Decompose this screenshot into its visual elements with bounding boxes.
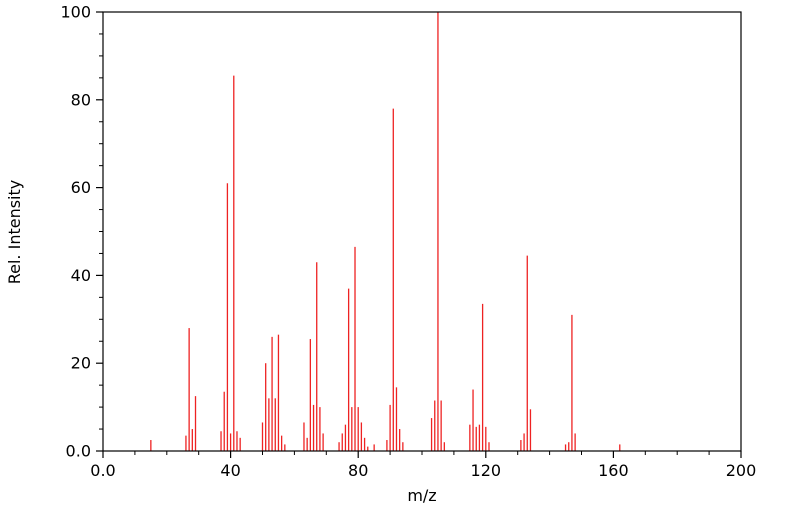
y-tick-label: 0.0 <box>66 442 91 461</box>
y-tick-label: 100 <box>60 3 91 22</box>
x-tick-label: 200 <box>726 461 757 480</box>
y-tick-label: 20 <box>71 354 91 373</box>
x-axis-label: m/z <box>407 486 436 505</box>
x-axis: 0.0 40 80 120 160 200 <box>90 451 756 480</box>
y-axis: 0.0 20 40 60 80 100 <box>60 3 103 461</box>
x-tick-label: 40 <box>220 461 240 480</box>
x-tick-label: 0.0 <box>90 461 115 480</box>
spectrum-sticks <box>150 12 621 451</box>
y-tick-label: 40 <box>71 266 91 285</box>
y-axis-label: Rel. Intensity <box>5 180 24 285</box>
x-tick-label: 120 <box>471 461 502 480</box>
y-tick-label: 80 <box>71 90 91 109</box>
x-tick-label: 160 <box>598 461 629 480</box>
plot-frame <box>102 11 742 452</box>
y-tick-label: 60 <box>71 178 91 197</box>
x-tick-label: 80 <box>348 461 368 480</box>
plot-frame-group <box>102 11 742 452</box>
